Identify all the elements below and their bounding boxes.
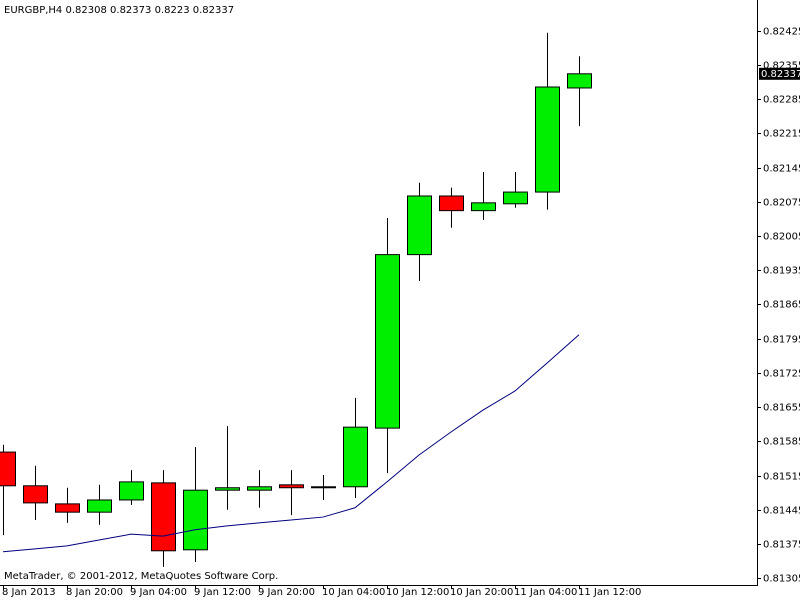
candle-body bbox=[343, 426, 368, 488]
open-value: 0.82308 bbox=[65, 5, 106, 16]
x-tick-label: 10 Jan 04:00 bbox=[322, 587, 385, 598]
y-tick-label: 0.82285 bbox=[763, 95, 800, 106]
y-tick-label: 0.81865 bbox=[763, 300, 800, 311]
candle-body bbox=[55, 503, 80, 513]
y-tick-label: 0.82355 bbox=[763, 61, 800, 72]
candle-body bbox=[567, 73, 592, 89]
y-tick-label: 0.81935 bbox=[763, 266, 800, 277]
y-tick-label: 0.81585 bbox=[763, 437, 800, 448]
x-tick-label: 9 Jan 04:00 bbox=[130, 587, 187, 598]
y-tick-label: 0.81655 bbox=[763, 403, 800, 414]
candle-body bbox=[407, 195, 432, 256]
chart-header: EURGBP,H4 0.82308 0.82373 0.8223 0.82337 bbox=[4, 5, 234, 16]
y-tick-label: 0.82145 bbox=[763, 164, 800, 175]
y-tick-label: 0.81445 bbox=[763, 506, 800, 517]
y-tick-label: 0.82005 bbox=[763, 232, 800, 243]
candle-body bbox=[247, 486, 272, 491]
moving-average bbox=[2, 334, 580, 553]
candle-body bbox=[0, 451, 16, 487]
candle-body bbox=[503, 191, 528, 205]
high-value: 0.82373 bbox=[110, 5, 151, 16]
candle-body bbox=[375, 254, 400, 429]
chart-title: EURGBP,H4 bbox=[4, 5, 62, 16]
y-tick-label: 0.81375 bbox=[763, 540, 800, 551]
y-tick-label: 0.82215 bbox=[763, 129, 800, 140]
low-value: 0.8223 bbox=[155, 5, 190, 16]
current-price-box bbox=[759, 67, 800, 80]
y-tick-label: 0.81305 bbox=[763, 574, 800, 585]
close-value: 0.82337 bbox=[193, 5, 234, 16]
plot-area bbox=[0, 32, 592, 567]
x-tick-label: 8 Jan 20:00 bbox=[66, 587, 123, 598]
candle-body bbox=[151, 482, 176, 552]
y-tick-label: 0.81795 bbox=[763, 335, 800, 346]
footer: MetaTrader, © 2001-2012, MetaQuotes Soft… bbox=[4, 571, 278, 582]
candle-body bbox=[279, 484, 304, 489]
candle-body bbox=[23, 485, 48, 504]
x-tick-label: 11 Jan 12:00 bbox=[578, 587, 641, 598]
candle-body bbox=[535, 86, 560, 193]
candle-body bbox=[87, 499, 112, 513]
candle-body bbox=[439, 195, 464, 212]
x-tick-label: 10 Jan 12:00 bbox=[386, 587, 449, 598]
y-tick-label: 0.82425 bbox=[763, 27, 800, 38]
candle-body bbox=[119, 481, 144, 501]
y-tick-label: 0.82075 bbox=[763, 198, 800, 209]
candle-body bbox=[311, 486, 336, 489]
y-tick-label: 0.81515 bbox=[763, 472, 800, 483]
y-tick-label: 0.81725 bbox=[763, 369, 800, 380]
x-tick-label: 9 Jan 20:00 bbox=[258, 587, 315, 598]
x-tick-label: 9 Jan 12:00 bbox=[194, 587, 251, 598]
candle-body bbox=[471, 202, 496, 212]
x-tick-label: 11 Jan 04:00 bbox=[514, 587, 577, 598]
x-tick-label: 8 Jan 2013 bbox=[2, 587, 56, 598]
current-price-label: 0.82337 bbox=[761, 69, 800, 80]
x-tick-label: 10 Jan 20:00 bbox=[450, 587, 513, 598]
candle-body bbox=[183, 489, 208, 551]
candle-body bbox=[215, 487, 240, 491]
